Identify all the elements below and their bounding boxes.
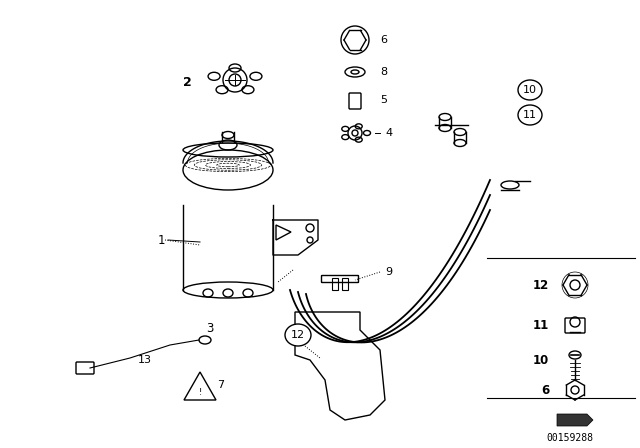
Text: 8: 8: [380, 67, 387, 77]
Ellipse shape: [285, 324, 311, 346]
Text: 12: 12: [291, 330, 305, 340]
Text: 6: 6: [380, 35, 387, 45]
Ellipse shape: [518, 105, 542, 125]
Text: !: !: [198, 388, 202, 396]
Text: 13: 13: [138, 355, 152, 365]
Text: 2: 2: [183, 76, 192, 89]
Text: 6: 6: [541, 383, 549, 396]
Text: 11: 11: [523, 110, 537, 120]
Text: 1: 1: [157, 233, 165, 246]
Text: 10: 10: [532, 353, 549, 366]
Text: 4: 4: [385, 128, 392, 138]
Text: 00159288: 00159288: [547, 433, 593, 443]
Text: 7: 7: [217, 380, 224, 390]
Text: 11: 11: [532, 319, 549, 332]
Text: 5: 5: [380, 95, 387, 105]
Text: 9: 9: [385, 267, 392, 277]
Ellipse shape: [518, 80, 542, 100]
Text: 12: 12: [532, 279, 549, 292]
Polygon shape: [557, 414, 593, 426]
Text: 3: 3: [206, 322, 214, 335]
Text: 10: 10: [523, 85, 537, 95]
